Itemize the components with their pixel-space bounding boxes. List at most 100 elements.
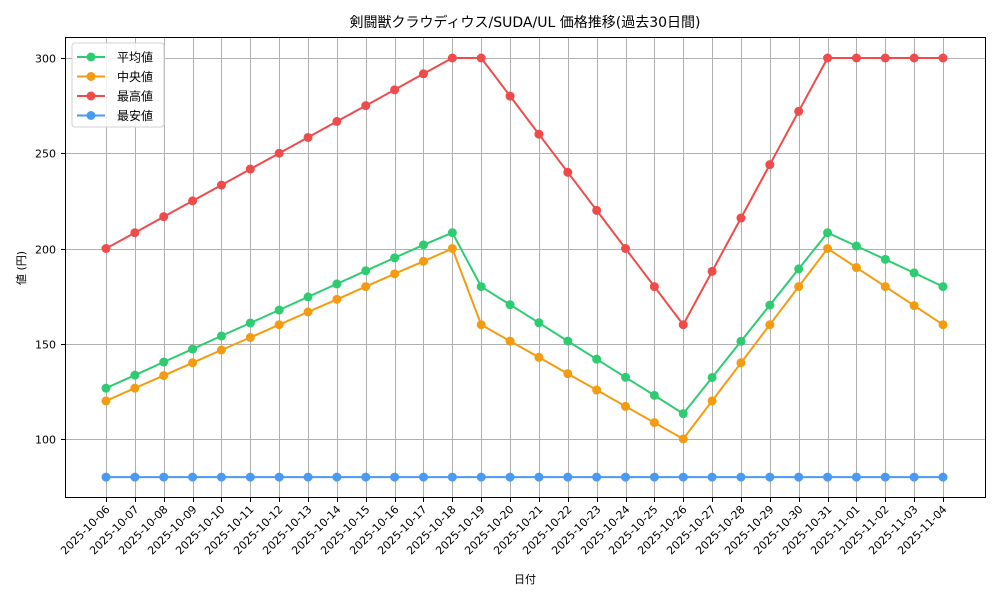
data-point xyxy=(101,472,111,482)
data-point xyxy=(159,212,169,222)
data-point xyxy=(649,282,659,292)
chart-title: 剣闘獣クラウディウス/SUDA/UL 価格推移(過去30日間) xyxy=(350,14,701,31)
data-point xyxy=(332,116,342,126)
data-point xyxy=(765,160,775,170)
data-point xyxy=(851,472,861,482)
data-point xyxy=(592,354,602,364)
data-point xyxy=(476,320,486,330)
data-point xyxy=(274,320,284,330)
data-point xyxy=(938,53,948,63)
data-point xyxy=(476,282,486,292)
data-point xyxy=(823,228,833,238)
data-point xyxy=(621,401,631,411)
data-point xyxy=(505,336,515,346)
data-point xyxy=(245,318,255,328)
data-point xyxy=(159,472,169,482)
data-point xyxy=(678,472,688,482)
data-point xyxy=(361,282,371,292)
data-point xyxy=(130,228,140,238)
data-point xyxy=(245,164,255,174)
data-point xyxy=(592,472,602,482)
data-point xyxy=(101,383,111,393)
data-point xyxy=(736,472,746,482)
data-point xyxy=(707,472,717,482)
data-point xyxy=(880,282,890,292)
data-point xyxy=(130,472,140,482)
data-point xyxy=(592,385,602,395)
legend-label: 最安値 xyxy=(117,108,153,123)
legend-box xyxy=(71,42,165,128)
data-point xyxy=(101,396,111,406)
legend-item: 最高値 xyxy=(77,89,153,104)
data-point xyxy=(736,213,746,223)
data-point xyxy=(245,332,255,342)
data-point xyxy=(274,472,284,482)
data-point xyxy=(736,336,746,346)
data-point xyxy=(159,371,169,381)
data-point xyxy=(216,472,226,482)
data-point xyxy=(880,472,890,482)
data-point xyxy=(534,472,544,482)
data-point xyxy=(390,253,400,263)
data-point xyxy=(765,300,775,310)
data-point xyxy=(274,305,284,315)
data-point xyxy=(534,318,544,328)
data-point xyxy=(274,148,284,158)
data-point xyxy=(938,320,948,330)
data-point xyxy=(823,53,833,63)
legend-label: 平均値 xyxy=(117,50,153,65)
data-point xyxy=(823,244,833,253)
data-point xyxy=(621,244,631,253)
data-point xyxy=(303,307,313,317)
data-point xyxy=(303,132,313,142)
data-point xyxy=(707,372,717,382)
data-point xyxy=(390,472,400,482)
legend-item: 中央値 xyxy=(77,69,153,84)
data-point xyxy=(303,472,313,482)
data-point xyxy=(418,472,428,482)
y-tick-label: 200 xyxy=(35,244,56,257)
y-tick-label: 300 xyxy=(35,53,56,66)
data-point xyxy=(649,472,659,482)
data-point xyxy=(505,472,515,482)
y-tick-label: 250 xyxy=(35,148,56,161)
data-point xyxy=(447,472,457,482)
data-point xyxy=(909,53,919,63)
data-point xyxy=(909,268,919,278)
data-point xyxy=(216,345,226,355)
data-point xyxy=(476,472,486,482)
data-point xyxy=(534,129,544,139)
data-point xyxy=(361,472,371,482)
data-point xyxy=(216,331,226,341)
data-point xyxy=(303,292,313,302)
grid-lines xyxy=(65,37,985,498)
data-point xyxy=(476,53,486,63)
y-axis-label: 値 (円) xyxy=(15,251,28,285)
data-point xyxy=(332,472,342,482)
data-point xyxy=(418,240,428,250)
data-point xyxy=(563,369,573,379)
data-point xyxy=(794,106,804,116)
data-point xyxy=(707,396,717,406)
legend-item: 平均値 xyxy=(77,50,153,65)
y-axis-ticks: 100 150 200 250 300 xyxy=(35,53,65,447)
data-point xyxy=(678,320,688,330)
data-point xyxy=(245,472,255,482)
y-tick-label: 150 xyxy=(35,339,56,352)
data-point xyxy=(563,472,573,482)
data-point xyxy=(592,205,602,215)
data-point xyxy=(880,254,890,264)
data-point xyxy=(418,256,428,266)
data-point xyxy=(418,69,428,79)
legend-item: 最安値 xyxy=(77,108,153,123)
data-point xyxy=(159,357,169,367)
data-point xyxy=(101,244,111,253)
legend-label: 最高値 xyxy=(117,89,153,104)
data-point xyxy=(563,336,573,346)
data-point xyxy=(447,53,457,63)
data-point xyxy=(361,101,371,111)
data-point xyxy=(765,472,775,482)
data-point xyxy=(794,472,804,482)
data-point xyxy=(505,300,515,310)
